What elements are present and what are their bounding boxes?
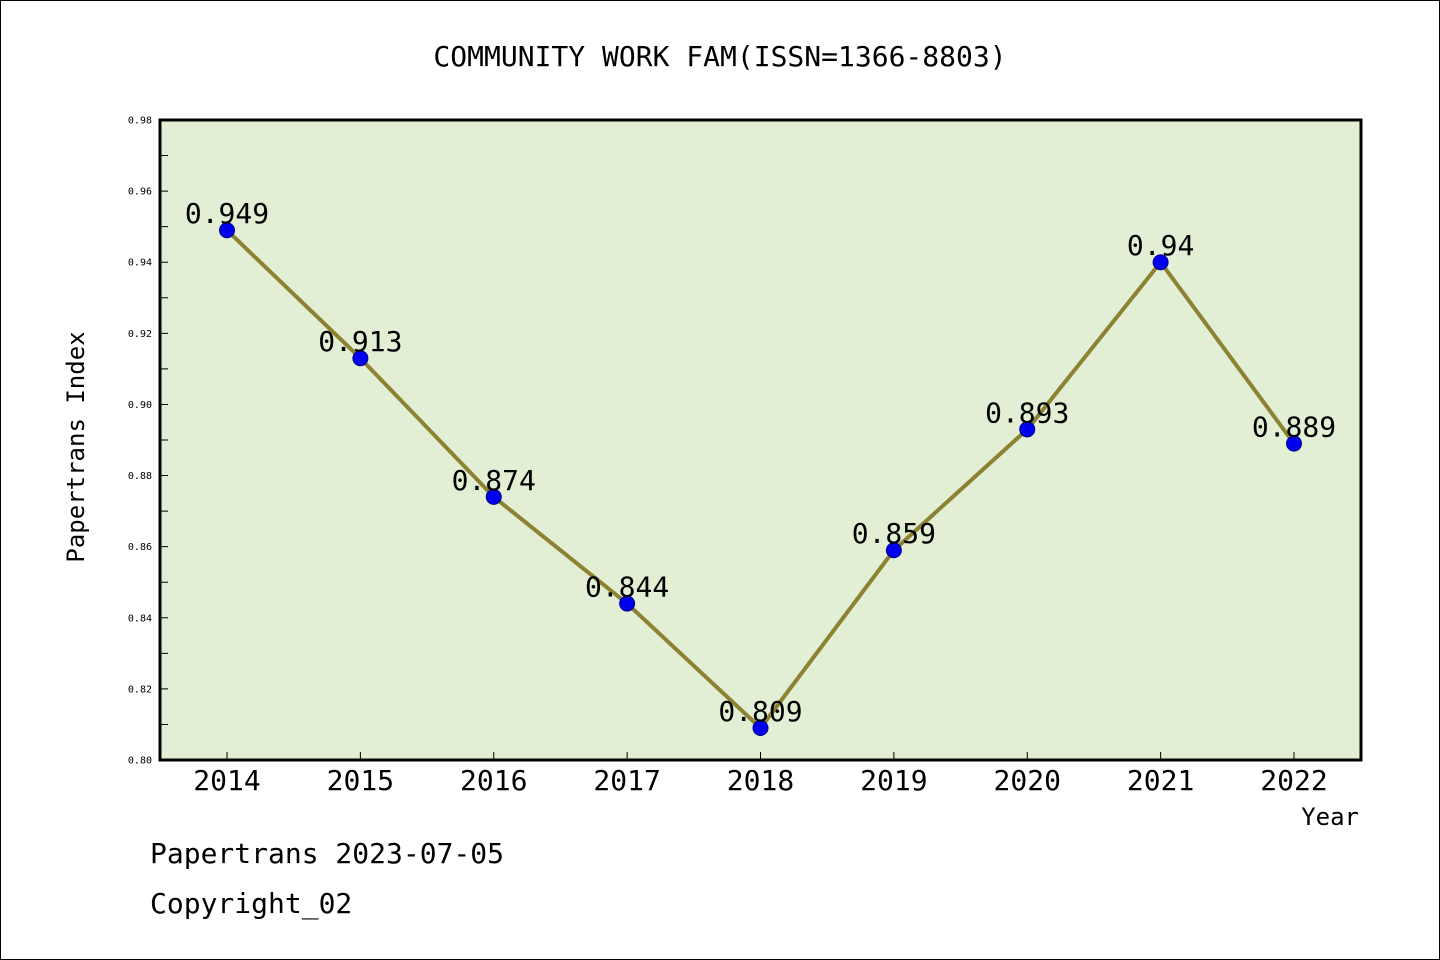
data-label: 0.949 <box>185 197 269 230</box>
y-tick-label: 0.80 <box>128 756 152 767</box>
data-point <box>485 488 502 505</box>
data-point <box>219 222 235 239</box>
x-tick-label: 2020 <box>994 764 1061 797</box>
data-labels: 0.949 0.913 0.874 0.844 0.809 0.859 0.893 0.94 0… <box>185 197 1336 728</box>
data-label: 0.874 <box>452 464 536 497</box>
y-axis-label: Papertrans Index <box>62 331 90 562</box>
y-tick-label: 0.88 <box>128 471 152 482</box>
data-point <box>619 595 636 612</box>
x-tick-label: 2022 <box>1260 764 1327 797</box>
x-tick-label: 2021 <box>1127 764 1194 797</box>
data-label: 0.809 <box>718 695 802 728</box>
y-tick-label: 0.84 <box>128 613 152 624</box>
data-point <box>1152 254 1169 271</box>
data-label: 0.889 <box>1252 411 1336 444</box>
x-tick-label: 2015 <box>327 764 394 797</box>
y-tick-label: 0.92 <box>128 329 152 340</box>
y-tick-label: 0.82 <box>128 684 152 695</box>
y-tick-label: 0.98 <box>128 116 152 127</box>
chart-title: COMMUNITY WORK FAM(ISSN=1366-8803) <box>433 40 1006 73</box>
data-label: 0.859 <box>852 517 936 550</box>
y-tick-label: 0.94 <box>128 258 152 269</box>
x-axis-ticks: 2014 2015 2016 2017 2018 2019 2020 2021 2022 <box>193 752 1328 797</box>
x-tick-label: 2017 <box>593 764 660 797</box>
y-tick-label: 0.90 <box>128 400 152 411</box>
data-point <box>1019 421 1036 438</box>
data-point <box>1286 435 1302 452</box>
data-label: 0.913 <box>318 325 402 358</box>
x-tick-label: 2014 <box>193 764 260 797</box>
data-label: 0.94 <box>1127 229 1194 262</box>
plot-area <box>158 118 1363 762</box>
y-tick-label: 0.86 <box>128 542 152 553</box>
series-layer <box>219 222 1302 736</box>
data-label: 0.893 <box>985 396 1069 429</box>
data-label: 0.844 <box>585 571 669 604</box>
data-point <box>885 542 902 559</box>
x-tick-label: 2016 <box>460 764 527 797</box>
x-tick-label: 2018 <box>727 764 794 797</box>
y-axis-ticks: 0.80 0.82 0.84 0.86 0.88 0.90 0.92 0.94 0.96 0.98 <box>128 116 168 767</box>
data-point <box>752 720 769 736</box>
footer-date-text: Papertrans 2023-07-05 <box>150 837 504 870</box>
x-axis-label: Year <box>1301 803 1359 831</box>
footer-copyright-text: Copyright_02 <box>150 887 352 921</box>
x-tick-label: 2019 <box>860 764 927 797</box>
data-point <box>352 350 369 367</box>
y-tick-label: 0.96 <box>128 187 152 198</box>
